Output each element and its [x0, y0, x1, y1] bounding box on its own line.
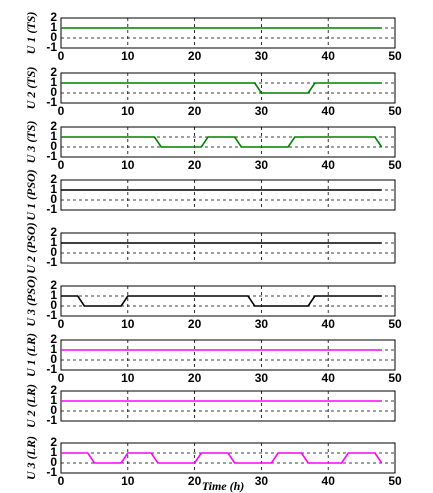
x-tick-label: 20: [188, 371, 202, 385]
x-tick-label: 0: [58, 158, 65, 172]
y-tick-label: 1: [50, 235, 57, 249]
x-tick-label: 40: [322, 158, 336, 172]
data-line: [61, 82, 382, 94]
y-tick-label: 2: [50, 172, 57, 186]
y-tick-label: 0: [50, 455, 57, 469]
y-axis-label: U 1 (TS): [24, 12, 38, 55]
y-tick-label: 2: [50, 10, 57, 24]
data-line: [61, 136, 383, 148]
x-tick-label: 50: [388, 474, 402, 488]
axes-frame: [60, 442, 396, 474]
y-tick-label: 0: [50, 245, 57, 259]
x-tick-label: 40: [322, 49, 336, 63]
data-line: [61, 295, 382, 307]
y-axis-label: U 2 (TS): [24, 67, 38, 110]
x-tick-label: 0: [58, 474, 65, 488]
x-tick-label: 50: [388, 49, 402, 63]
x-tick-label: 0: [58, 371, 65, 385]
y-tick-label: -1: [46, 202, 57, 216]
x-tick-label: 10: [121, 317, 135, 331]
y-tick-label: 2: [50, 332, 57, 346]
y-tick-label: -1: [46, 413, 57, 427]
y-tick-label: 0: [50, 298, 57, 312]
x-tick-label: 40: [322, 104, 336, 118]
y-tick-label: 0: [50, 352, 57, 366]
y-tick-label: 1: [50, 288, 57, 302]
y-axis-label: U 2 (PSO): [24, 222, 38, 273]
y-tick-label: 0: [50, 192, 57, 206]
y-tick-label: -1: [46, 362, 57, 376]
y-tick-label: 1: [50, 129, 57, 143]
y-tick-label: 2: [50, 119, 57, 133]
x-tick-label: 50: [388, 158, 402, 172]
y-tick-label: 2: [50, 435, 57, 449]
x-tick-label: 0: [58, 317, 65, 331]
y-tick-label: -1: [46, 95, 57, 109]
x-tick-label: 40: [322, 317, 336, 331]
y-axis-label: U 3 (LR): [24, 436, 38, 480]
x-tick-label: 20: [188, 158, 202, 172]
y-tick-label: 0: [50, 403, 57, 417]
axes-frame: [60, 72, 396, 104]
y-tick-label: 1: [50, 342, 57, 356]
axes-frame: [60, 390, 396, 422]
axes-frame: [60, 126, 396, 158]
x-tick-label: 10: [121, 158, 135, 172]
y-tick-label: 1: [50, 182, 57, 196]
y-axis-label: U 3 (PSO): [24, 275, 38, 326]
x-tick-label: 20: [188, 317, 202, 331]
y-tick-label: -1: [46, 149, 57, 163]
y-tick-label: -1: [46, 40, 57, 54]
y-tick-label: -1: [46, 308, 57, 322]
y-axis-label: U 1 (LR): [24, 333, 38, 377]
x-tick-label: 10: [121, 371, 135, 385]
y-tick-label: 1: [50, 20, 57, 34]
axes-frame: [60, 179, 396, 211]
x-tick-label: 0: [58, 49, 65, 63]
x-tick-label: 10: [121, 49, 135, 63]
axes-frame: [60, 232, 396, 264]
x-tick-label: 30: [255, 49, 269, 63]
y-tick-label: -1: [46, 255, 57, 269]
y-tick-label: 2: [50, 225, 57, 239]
x-tick-label: 30: [255, 104, 269, 118]
x-tick-label: 0: [58, 104, 65, 118]
axes-frame: [60, 285, 396, 317]
x-tick-label: 30: [255, 317, 269, 331]
x-tick-label: 30: [255, 158, 269, 172]
x-tick-label: 10: [121, 104, 135, 118]
data-line: [61, 452, 383, 464]
y-tick-label: 2: [50, 65, 57, 79]
y-tick-label: 1: [50, 75, 57, 89]
y-tick-label: 2: [50, 278, 57, 292]
y-tick-label: 2: [50, 383, 57, 397]
x-tick-label: 40: [322, 474, 336, 488]
y-axis-label: U 1 (PSO): [24, 169, 38, 220]
x-tick-label: 20: [188, 49, 202, 63]
x-tick-label: 10: [121, 474, 135, 488]
y-tick-label: -1: [46, 465, 57, 479]
axes-frame: [60, 17, 396, 49]
x-tick-label: 50: [388, 317, 402, 331]
y-tick-label: 0: [50, 139, 57, 153]
x-axis-label: Time (h): [202, 479, 245, 493]
y-axis-label: U 3 (TS): [24, 121, 38, 164]
x-tick-label: 20: [188, 104, 202, 118]
x-tick-label: 20: [188, 474, 202, 488]
x-tick-label: 30: [255, 474, 269, 488]
y-tick-label: 0: [50, 85, 57, 99]
x-tick-label: 40: [322, 371, 336, 385]
y-tick-label: 1: [50, 445, 57, 459]
x-tick-label: 30: [255, 371, 269, 385]
axes-frame: [60, 339, 396, 371]
y-tick-label: 0: [50, 30, 57, 44]
y-axis-label: U 2 (LR): [24, 384, 38, 428]
y-tick-label: 1: [50, 393, 57, 407]
x-tick-label: 50: [388, 371, 402, 385]
x-tick-label: 50: [388, 104, 402, 118]
